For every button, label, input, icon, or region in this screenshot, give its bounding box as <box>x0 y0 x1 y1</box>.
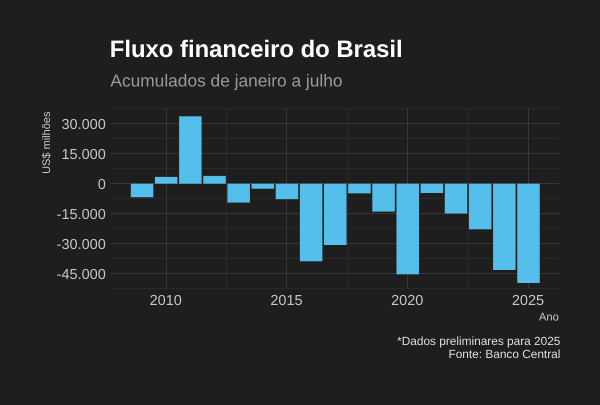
svg-text:US$ milhões: US$ milhões <box>41 111 53 174</box>
svg-text:30.000: 30.000 <box>61 117 105 133</box>
svg-text:Ano: Ano <box>539 312 559 324</box>
svg-text:2025: 2025 <box>512 293 544 309</box>
svg-text:2020: 2020 <box>391 293 423 309</box>
svg-text:0: 0 <box>98 177 106 193</box>
svg-text:Fonte: Banco Central: Fonte: Banco Central <box>448 347 560 361</box>
svg-text:2010: 2010 <box>150 293 182 309</box>
svg-text:-15.000: -15.000 <box>57 207 106 223</box>
svg-text:2015: 2015 <box>270 293 302 309</box>
svg-text:-30.000: -30.000 <box>57 237 106 253</box>
svg-text:Fluxo financeiro do Brasil: Fluxo financeiro do Brasil <box>110 36 403 63</box>
svg-text:Acumulados de janeiro a julho: Acumulados de janeiro a julho <box>110 71 342 91</box>
svg-text:*Dados preliminares para 2025: *Dados preliminares para 2025 <box>397 334 561 348</box>
svg-text:-45.000: -45.000 <box>57 267 106 283</box>
svg-text:15.000: 15.000 <box>61 147 105 163</box>
